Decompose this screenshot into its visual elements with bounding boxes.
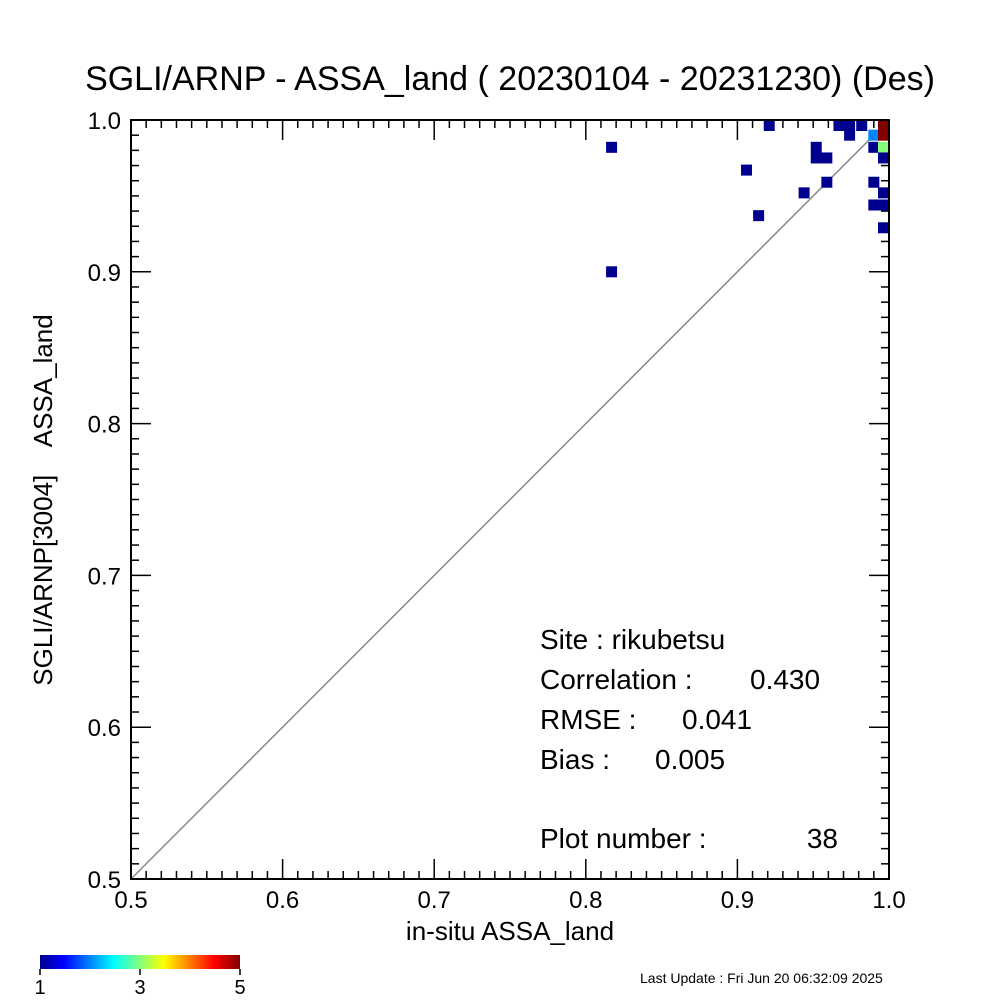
y-tick-label: 0.8 xyxy=(88,412,121,439)
density-cell xyxy=(763,120,775,131)
density-cell xyxy=(810,152,822,164)
y-tick-label: 0.6 xyxy=(88,715,121,742)
density-cell xyxy=(740,164,752,176)
x-axis-tick-labels: 0.5 0.6 0.7 0.8 0.9 1.0 xyxy=(114,887,905,914)
plot-number-value: 38 xyxy=(807,823,838,854)
plot-frame xyxy=(130,119,890,880)
y-tick-label: 0.9 xyxy=(88,260,121,287)
density-cell xyxy=(833,120,845,131)
density-cell xyxy=(606,266,618,278)
rmse-label: RMSE : xyxy=(540,704,636,735)
y-tick-label: 1.0 xyxy=(88,108,121,135)
colorbar-label-min: 1 xyxy=(34,977,45,999)
density-cell xyxy=(844,129,856,141)
x-tick-label: 0.5 xyxy=(114,887,147,914)
density-cell xyxy=(878,120,889,131)
colorbar-ticks xyxy=(39,969,241,975)
correlation-label: Correlation : xyxy=(540,664,693,695)
bias-label: Bias : xyxy=(540,744,610,775)
density-cell xyxy=(878,152,889,164)
x-tick-label: 1.0 xyxy=(872,887,905,914)
x-tick-label: 0.7 xyxy=(418,887,451,914)
plot-number-label: Plot number : xyxy=(540,823,707,854)
x-tick-label: 0.9 xyxy=(721,887,754,914)
last-update-text: Last Update : Fri Jun 20 06:32:09 2025 xyxy=(640,970,883,986)
y-tick-label: 0.5 xyxy=(88,867,121,894)
bias-value: 0.005 xyxy=(655,744,725,775)
density-cell xyxy=(878,129,889,141)
density-cell xyxy=(878,187,889,199)
site-text: Site : rikubetsu xyxy=(540,624,725,655)
rmse-value: 0.041 xyxy=(682,704,752,735)
density-cell xyxy=(856,120,868,131)
x-axis-title: in-situ ASSA_land xyxy=(406,916,614,946)
density-cell xyxy=(878,222,889,234)
colorbar-label-mid: 3 xyxy=(134,977,145,999)
density-cell xyxy=(878,141,889,153)
density-cell xyxy=(868,176,880,188)
colorbar-gradient xyxy=(40,955,240,969)
density-cell xyxy=(878,199,889,211)
density-cell xyxy=(868,129,880,141)
stats-panel: Site : rikubetsu Correlation : 0.430 RMS… xyxy=(540,624,838,854)
y-tick-label: 0.7 xyxy=(88,563,121,590)
colorbar: 1 3 5 xyxy=(34,955,246,999)
density-cell xyxy=(606,141,618,153)
y-axis-title: SGLI/ARNP[3004] ASSA_land xyxy=(28,314,58,685)
density-cell xyxy=(821,176,833,188)
correlation-value: 0.430 xyxy=(750,664,820,695)
density-cells xyxy=(606,120,889,278)
density-cell xyxy=(810,141,822,153)
one-to-one-line xyxy=(130,119,890,880)
density-cell xyxy=(821,152,833,164)
density-cell xyxy=(798,187,810,199)
density-cell xyxy=(868,141,880,153)
y-axis-tick-labels: 0.5 0.6 0.7 0.8 0.9 1.0 xyxy=(88,108,121,894)
density-cell xyxy=(844,120,856,131)
chart-title: SGLI/ARNP - ASSA_land ( 20230104 - 20231… xyxy=(85,60,935,98)
x-tick-label: 0.8 xyxy=(569,887,602,914)
axis-ticks xyxy=(130,119,890,880)
x-tick-label: 0.6 xyxy=(266,887,299,914)
density-cell xyxy=(868,199,880,211)
colorbar-label-max: 5 xyxy=(234,977,245,999)
density-cell xyxy=(753,210,765,222)
